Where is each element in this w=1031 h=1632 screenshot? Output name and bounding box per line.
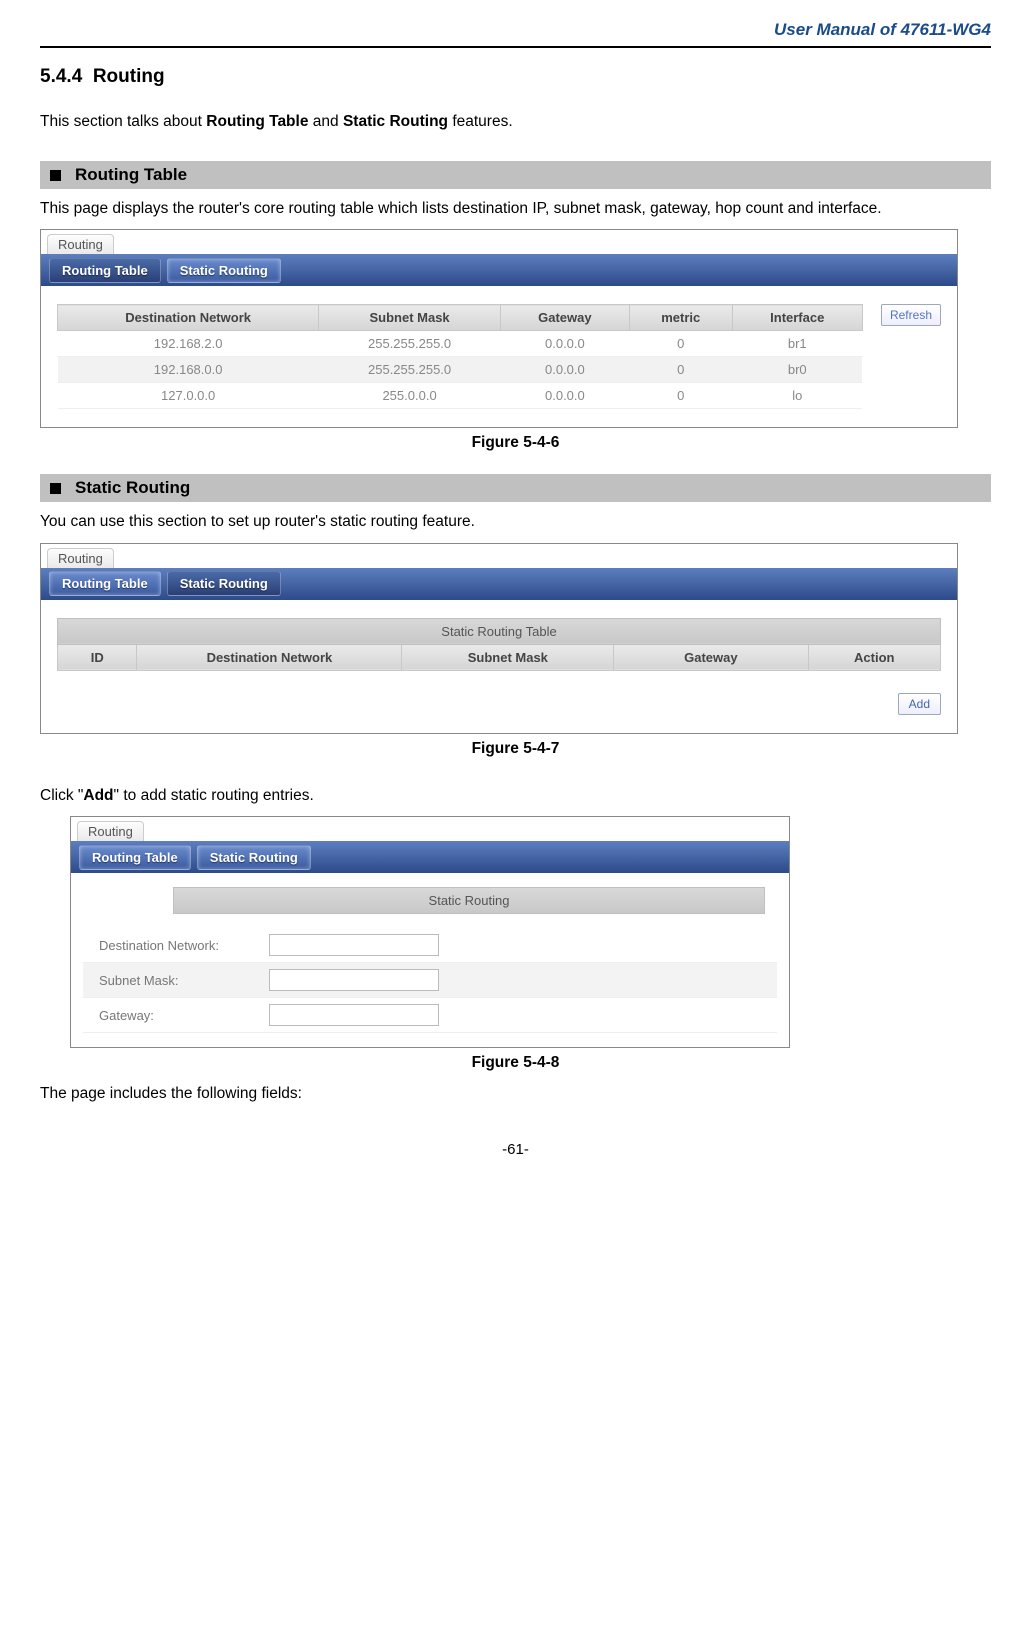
figure-546-caption: Figure 5-4-6 [40,434,991,452]
header-rule [40,46,991,48]
cell: 0 [629,383,732,409]
cell: lo [732,383,862,409]
static-routing-form-title: Static Routing [173,887,765,914]
static-routing-desc: You can use this section to set up route… [40,506,991,539]
routing-table-desc: This page displays the router's core rou… [40,193,991,226]
table-row: 192.168.2.0 255.255.255.0 0.0.0.0 0 br1 [58,331,863,357]
figure-548-caption: Figure 5-4-8 [40,1054,991,1072]
doc-header-title: User Manual of 47611-WG4 [40,20,991,40]
th-id: ID [58,644,137,670]
tab-routing-table[interactable]: Routing Table [49,571,161,596]
click-bold: Add [83,787,113,804]
routing-table: Destination Network Subnet Mask Gateway … [57,304,863,409]
cell: br1 [732,331,862,357]
subheading-static-routing-label: Static Routing [75,478,190,497]
click-text-1: Click " [40,787,83,804]
static-routing-title-row: Static Routing Table [58,618,941,644]
figure-548-screenshot: Routing Routing Table Static Routing Sta… [70,816,790,1048]
cell: br0 [732,357,862,383]
square-bullet-icon [50,483,61,494]
input-gateway[interactable] [269,1004,439,1026]
cell: 192.168.0.0 [58,357,319,383]
figure-547-caption: Figure 5-4-7 [40,740,991,758]
cell: 0.0.0.0 [500,357,629,383]
section-heading: 5.4.4 Routing [40,66,991,88]
cell: 255.255.255.0 [319,331,501,357]
navbar: Routing Table Static Routing [41,568,957,600]
label-subnet-mask: Subnet Mask: [99,973,269,988]
panel-tab-routing[interactable]: Routing [47,548,114,568]
th-dest: Destination Network [58,305,319,331]
section-title-text: Routing [93,66,165,87]
subheading-routing-table: Routing Table [40,161,991,189]
cell: 192.168.2.0 [58,331,319,357]
panel-tab-routing[interactable]: Routing [47,234,114,254]
tab-routing-table[interactable]: Routing Table [49,258,161,283]
section-number: 5.4.4 [40,66,82,87]
subheading-routing-table-label: Routing Table [75,165,187,184]
figure-546-screenshot: Routing Routing Table Static Routing Des… [40,229,958,428]
cell: 255.0.0.0 [319,383,501,409]
square-bullet-icon [50,170,61,181]
panel-tab-routing[interactable]: Routing [77,821,144,841]
page-number: -61- [40,1141,991,1158]
tab-static-routing[interactable]: Static Routing [197,845,311,870]
intro-bold-1: Routing Table [206,113,308,130]
th-gateway: Gateway [500,305,629,331]
refresh-button[interactable]: Refresh [881,304,941,326]
input-dest-network[interactable] [269,934,439,956]
form-row-gateway: Gateway: [83,998,777,1033]
intro-text-1: This section talks about [40,113,206,130]
table-row: 127.0.0.0 255.0.0.0 0.0.0.0 0 lo [58,383,863,409]
cell: 127.0.0.0 [58,383,319,409]
th-mask: Subnet Mask [402,644,614,670]
th-action: Action [808,644,940,670]
cell: 0 [629,331,732,357]
th-mask: Subnet Mask [319,305,501,331]
form-row-mask: Subnet Mask: [83,963,777,998]
closing-text: The page includes the following fields: [40,1078,991,1111]
th-interface: Interface [732,305,862,331]
form-row-dest: Destination Network: [83,928,777,963]
tab-static-routing[interactable]: Static Routing [167,258,281,283]
subheading-static-routing: Static Routing [40,474,991,502]
section-intro: This section talks about Routing Table a… [40,106,991,139]
th-gateway: Gateway [614,644,808,670]
label-dest-network: Destination Network: [99,938,269,953]
intro-text-3: features. [448,113,513,130]
intro-bold-2: Static Routing [343,113,448,130]
cell: 0 [629,357,732,383]
click-add-text: Click "Add" to add static routing entrie… [40,780,991,813]
cell: 0.0.0.0 [500,383,629,409]
navbar: Routing Table Static Routing [71,841,789,873]
cell: 0.0.0.0 [500,331,629,357]
tab-static-routing[interactable]: Static Routing [167,571,281,596]
input-subnet-mask[interactable] [269,969,439,991]
table-row: 192.168.0.0 255.255.255.0 0.0.0.0 0 br0 [58,357,863,383]
cell: 255.255.255.0 [319,357,501,383]
navbar: Routing Table Static Routing [41,254,957,286]
tab-routing-table[interactable]: Routing Table [79,845,191,870]
click-text-2: " to add static routing entries. [114,787,314,804]
th-dest: Destination Network [137,644,402,670]
add-button[interactable]: Add [898,693,941,715]
figure-547-screenshot: Routing Routing Table Static Routing Sta… [40,543,958,734]
intro-text-2: and [308,113,342,130]
th-metric: metric [629,305,732,331]
static-routing-table: Static Routing Table ID Destination Netw… [57,618,941,671]
label-gateway: Gateway: [99,1008,269,1023]
